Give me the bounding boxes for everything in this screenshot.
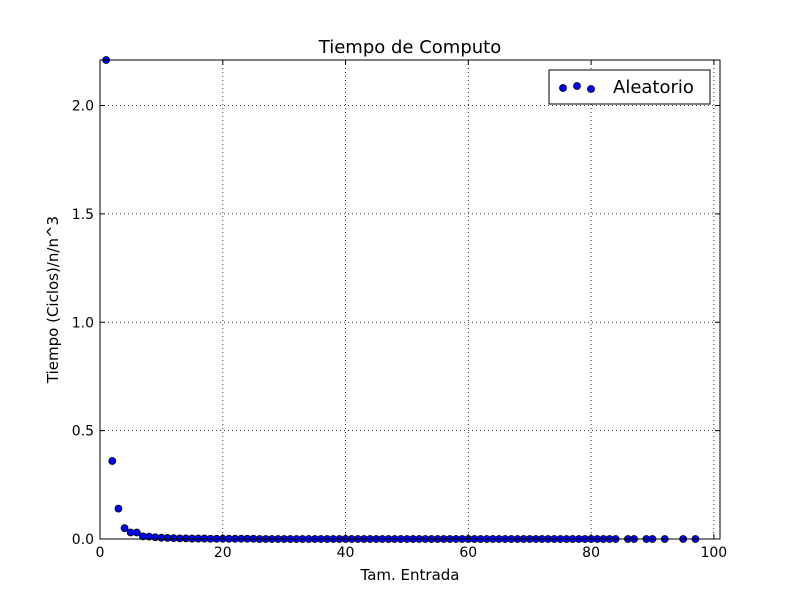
y-tick-label: 2.0 (72, 99, 94, 115)
legend: Aleatorio (548, 69, 711, 105)
legend-marker (559, 84, 567, 92)
y-tick-label: 0.5 (72, 424, 94, 440)
y-tick-label: 1.0 (72, 315, 94, 331)
data-point (108, 457, 117, 465)
data-point (114, 504, 123, 513)
y-tick-label: 1.5 (72, 207, 94, 223)
x-tick-label: 20 (214, 545, 232, 561)
x-axis-title: Tam. Entrada (360, 566, 460, 584)
legend-marker (587, 85, 595, 93)
grid (99, 60, 720, 540)
y-tick-label: 0.0 (72, 532, 94, 548)
data-point (120, 524, 129, 533)
x-tick-label: 60 (459, 545, 477, 561)
y-axis-title: Tiempo (Ciclos)/n/n^3 (44, 216, 62, 384)
x-tick-label: 40 (337, 545, 355, 561)
legend-markers (559, 82, 595, 93)
legend-marker (573, 82, 581, 90)
chart-title: Tiempo de Computo (318, 37, 501, 58)
x-tick-label: 80 (582, 545, 600, 561)
x-tick-label: 0 (96, 545, 105, 561)
plot-area-frame (99, 59, 721, 540)
legend-label: Aleatorio (613, 77, 694, 98)
x-tick-label: 100 (700, 545, 727, 561)
data-point (132, 528, 141, 537)
data-points (102, 56, 700, 543)
axis-ticks: 0 20 40 60 80 100 0.0 0.5 1.0 1.5 2.0 (72, 60, 727, 561)
